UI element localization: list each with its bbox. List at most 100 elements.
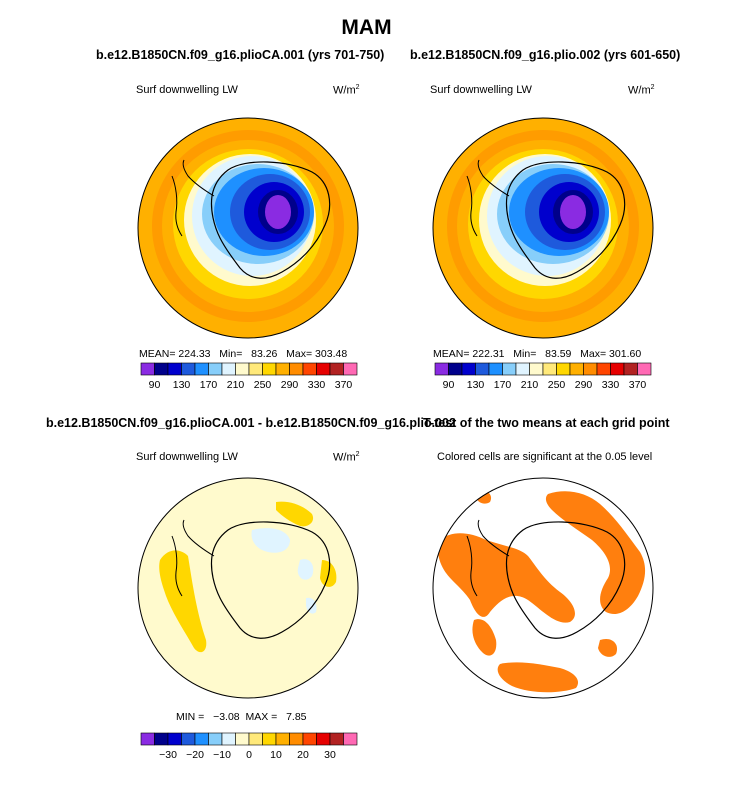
colorbar-tick-label: 290 <box>575 379 593 391</box>
colorbar-tick-label: 370 <box>335 379 353 391</box>
colorbar-swatch <box>610 362 625 376</box>
colorbar-tick-label: 20 <box>297 749 309 761</box>
colorbar-tick-label: 330 <box>308 379 326 391</box>
figure-title: MAM <box>341 16 392 39</box>
panel1-antarctica-coast <box>210 161 331 279</box>
colorbar-tick-label: 170 <box>200 379 218 391</box>
colorbar-swatch <box>583 362 598 376</box>
panel3-field-positive-2 <box>276 501 314 527</box>
panel2-title: b.e12.B1850CN.f09_g16.plio.002 (yrs 601-… <box>410 48 681 62</box>
colorbar-swatch <box>488 362 503 376</box>
colorbar-tick-label: 290 <box>281 379 299 391</box>
colorbar-tick-label: 30 <box>324 749 336 761</box>
panel3-field-negative-3 <box>306 597 317 614</box>
colorbar-swatch <box>637 362 652 376</box>
colorbar-tick-label: 90 <box>149 379 161 391</box>
colorbar-tick-label: 90 <box>443 379 455 391</box>
panel3-peninsula-coast <box>182 519 215 557</box>
panel2-map <box>433 118 653 338</box>
colorbar-swatch <box>556 362 571 376</box>
colorbar-swatch <box>329 362 344 376</box>
colorbar-swatch <box>289 732 304 746</box>
panel4-significant-region-5 <box>598 638 618 657</box>
colorbar-swatch <box>343 362 358 376</box>
panel3-field-positive-1 <box>159 550 207 653</box>
panel3-title: b.e12.B1850CN.f09_g16.plioCA.001 - b.e12… <box>46 416 456 430</box>
colorbar-swatch <box>167 732 182 746</box>
panel3-variable-label: Surf downwelling LW <box>136 451 238 463</box>
panel4-map-border <box>432 477 654 699</box>
panel3-field-negative-2 <box>297 559 314 580</box>
colorbar-swatch <box>248 362 263 376</box>
colorbar-swatch <box>167 362 182 376</box>
panel4-title: T-test of the two means at each grid poi… <box>423 416 670 430</box>
panel1-units: W/m2 <box>333 84 360 97</box>
panel4-south-america-coast <box>466 535 478 597</box>
colorbar-swatch <box>542 362 557 376</box>
colorbar-swatch <box>221 732 236 746</box>
colorbar-swatch <box>343 732 358 746</box>
colorbar-swatch <box>475 362 490 376</box>
colorbar-tick-label: 170 <box>494 379 512 391</box>
colorbar-swatch <box>289 362 304 376</box>
panel4-significant-region-3 <box>472 619 497 656</box>
panel1-field-min <box>265 195 291 229</box>
colorbar-swatch <box>262 732 277 746</box>
colorbar-swatch <box>235 362 250 376</box>
panel3-south-america-coast <box>171 535 183 597</box>
colorbar-tick-label: 250 <box>548 379 566 391</box>
colorbar-swatch <box>434 362 449 376</box>
colorbar-tick-label: 250 <box>254 379 272 391</box>
panel2-map-border <box>432 117 654 339</box>
colorbar-swatch <box>262 362 277 376</box>
colorbar-swatch <box>316 362 331 376</box>
colorbar-swatch <box>275 362 290 376</box>
panel3-antarctica-coast <box>210 521 331 639</box>
panel2-variable-label: Surf downwelling LW <box>430 84 532 96</box>
colorbar-tick-label: −20 <box>186 749 204 761</box>
panel1-colorbar: 90 130 170 210 250 290 330 370 <box>140 362 358 391</box>
panel2-antarctica-coast <box>505 161 626 279</box>
panel4-significant-region-4 <box>497 662 579 693</box>
panel2-colorbar: 90 130 170 210 250 290 330 370 <box>434 362 652 391</box>
colorbar-swatch <box>221 362 236 376</box>
colorbar-swatch <box>302 732 317 746</box>
colorbar-swatch <box>208 362 223 376</box>
colorbar-swatch <box>140 362 155 376</box>
colorbar-swatch <box>569 362 584 376</box>
panel4-map <box>433 478 653 698</box>
colorbar-tick-label: 330 <box>602 379 620 391</box>
colorbar-swatch <box>316 732 331 746</box>
colorbar-swatch <box>302 362 317 376</box>
panel3-field-negative-1 <box>251 528 290 553</box>
colorbar-tick-label: −30 <box>159 749 177 761</box>
panel1-map-border <box>137 117 359 339</box>
colorbar-swatch <box>502 362 517 376</box>
panel1-stats: MEAN= 224.33 Min= 83.26 Max= 303.48 <box>139 348 348 360</box>
colorbar-tick-label: −10 <box>213 749 231 761</box>
colorbar-swatch <box>529 362 544 376</box>
panel4-antarctica-coast <box>505 521 626 639</box>
colorbar-swatch <box>596 362 611 376</box>
colorbar-tick-label: 10 <box>270 749 282 761</box>
colorbar-swatch <box>194 362 209 376</box>
panel4-significance-note: Colored cells are significant at the 0.0… <box>437 451 653 463</box>
colorbar-swatch <box>181 362 196 376</box>
colorbar-swatch <box>448 362 463 376</box>
panel1-title: b.e12.B1850CN.f09_g16.plioCA.001 (yrs 70… <box>96 48 385 62</box>
colorbar-swatch <box>235 732 250 746</box>
colorbar-tick-label: 370 <box>629 379 647 391</box>
colorbar-swatch <box>275 732 290 746</box>
colorbar-swatch <box>181 732 196 746</box>
panel2-south-america-coast <box>466 175 478 237</box>
colorbar-swatch <box>248 732 263 746</box>
colorbar-tick-label: 130 <box>173 379 191 391</box>
panel3-stats: MIN = −3.08 MAX = 7.85 <box>176 711 307 723</box>
panel2-peninsula-coast <box>477 159 510 197</box>
panel3-map-border <box>137 477 359 699</box>
panel1-variable-label: Surf downwelling LW <box>136 84 238 96</box>
panel2-field-min <box>560 195 586 229</box>
panel1-map <box>138 118 358 338</box>
colorbar-tick-label: 210 <box>521 379 539 391</box>
